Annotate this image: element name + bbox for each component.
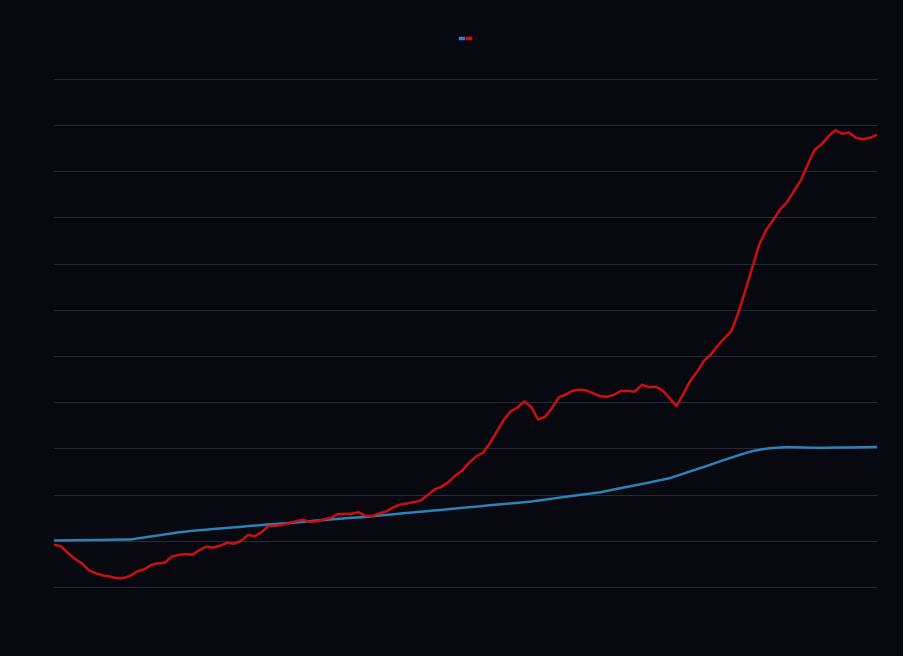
Legend: , : , bbox=[460, 37, 470, 39]
